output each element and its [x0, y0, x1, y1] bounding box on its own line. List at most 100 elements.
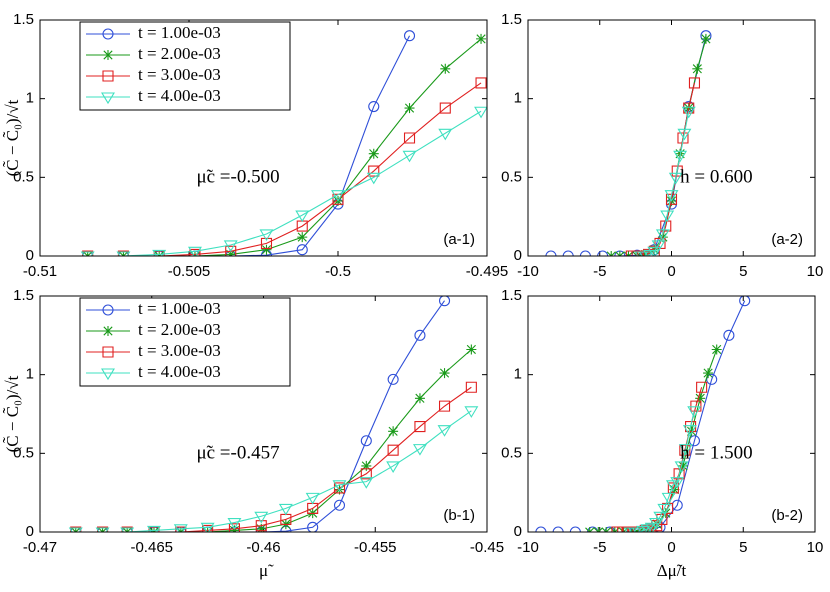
legend-box	[79, 297, 291, 387]
marker	[597, 250, 609, 256]
legend-label: t = 3.00e-03	[138, 341, 221, 360]
marker	[296, 220, 308, 232]
x-tick-label: -10	[517, 539, 539, 556]
marker	[148, 526, 160, 532]
y-tick-label: 1	[514, 366, 522, 383]
marker	[295, 210, 310, 223]
marker	[535, 526, 547, 532]
marker	[101, 92, 115, 105]
marker	[545, 250, 557, 256]
marker	[655, 229, 670, 242]
marker	[569, 526, 581, 532]
marker	[640, 524, 655, 532]
y-tick-label: 1.5	[13, 287, 34, 304]
marker	[739, 296, 751, 307]
marker	[68, 527, 83, 532]
marker	[359, 477, 374, 489]
x-tick-label: -0.455	[354, 539, 397, 556]
marker	[644, 522, 659, 532]
marker	[103, 50, 113, 60]
marker	[120, 527, 135, 532]
x-tick-label: 5	[739, 263, 747, 280]
marker	[688, 77, 701, 89]
marker	[657, 503, 672, 516]
marker	[225, 249, 236, 256]
marker	[255, 526, 267, 532]
marker	[465, 381, 477, 393]
y-axis-label: (C̃ − C̃₀)/√t	[3, 99, 22, 176]
marker	[440, 63, 451, 74]
marker	[95, 527, 110, 532]
series-group	[80, 30, 487, 256]
marker	[189, 248, 201, 256]
marker	[254, 511, 269, 524]
plot-area	[528, 20, 815, 256]
marker	[187, 246, 202, 256]
marker	[147, 525, 161, 532]
marker	[305, 492, 320, 505]
legend-label: t = 4.00e-03	[138, 86, 221, 105]
y-tick-label: 0	[26, 247, 34, 264]
marker	[670, 477, 685, 489]
x-tick-label: -0.495	[466, 263, 509, 280]
marker	[638, 251, 653, 256]
marker	[692, 63, 703, 74]
marker	[703, 368, 714, 379]
marker	[368, 148, 379, 159]
marker	[647, 246, 662, 256]
axes-box	[39, 295, 488, 533]
y-tick-label: 0.5	[501, 168, 522, 185]
marker	[673, 150, 688, 163]
marker	[117, 250, 129, 256]
annotation: μ̃c =-0.500	[196, 166, 279, 187]
marker	[387, 373, 399, 385]
marker	[255, 520, 267, 532]
x-tick-label: -5	[593, 263, 606, 280]
marker	[366, 172, 381, 185]
series-group	[535, 296, 751, 532]
marker	[474, 106, 487, 119]
y-tick-label: 1	[26, 366, 34, 383]
y-tick-label: 1.5	[501, 11, 522, 28]
legend-label: t = 3.00e-03	[138, 65, 221, 84]
marker	[437, 425, 452, 437]
marker	[614, 250, 626, 256]
marker	[101, 368, 115, 381]
x-tick-label: -0.465	[130, 539, 173, 556]
marker	[388, 426, 399, 437]
marker	[256, 523, 267, 532]
marker	[695, 393, 706, 404]
marker	[278, 503, 293, 516]
y-tick-label: 0.5	[13, 444, 34, 461]
annotation: h = 1.500	[680, 442, 752, 463]
marker	[723, 329, 735, 341]
axes-box	[527, 19, 816, 257]
x-tick-label: -0.46	[246, 539, 280, 556]
marker	[414, 393, 425, 404]
x-tick-label: -0.505	[168, 263, 211, 280]
marker	[307, 502, 319, 514]
y-axis-label: (C̃ − C̃₀)/√t	[3, 375, 22, 452]
x-tick-label: 0	[667, 539, 675, 556]
marker	[70, 526, 82, 532]
marker	[175, 526, 187, 532]
series-line	[75, 410, 472, 532]
y-tick-label: 1.5	[501, 287, 522, 304]
marker	[696, 381, 708, 393]
marker	[438, 296, 451, 307]
x-tick-label: -0.51	[23, 263, 57, 280]
marker	[259, 229, 274, 242]
marker	[671, 165, 683, 177]
marker	[333, 499, 346, 511]
series-line	[87, 38, 482, 256]
marker	[682, 425, 697, 437]
marker	[631, 527, 646, 532]
marker	[669, 484, 680, 495]
annotation: μ̃c =-0.457	[196, 442, 279, 463]
marker	[438, 400, 451, 412]
marker	[657, 232, 668, 243]
marker	[334, 484, 345, 495]
marker	[649, 244, 660, 255]
y-tick-label: 0	[514, 523, 522, 540]
